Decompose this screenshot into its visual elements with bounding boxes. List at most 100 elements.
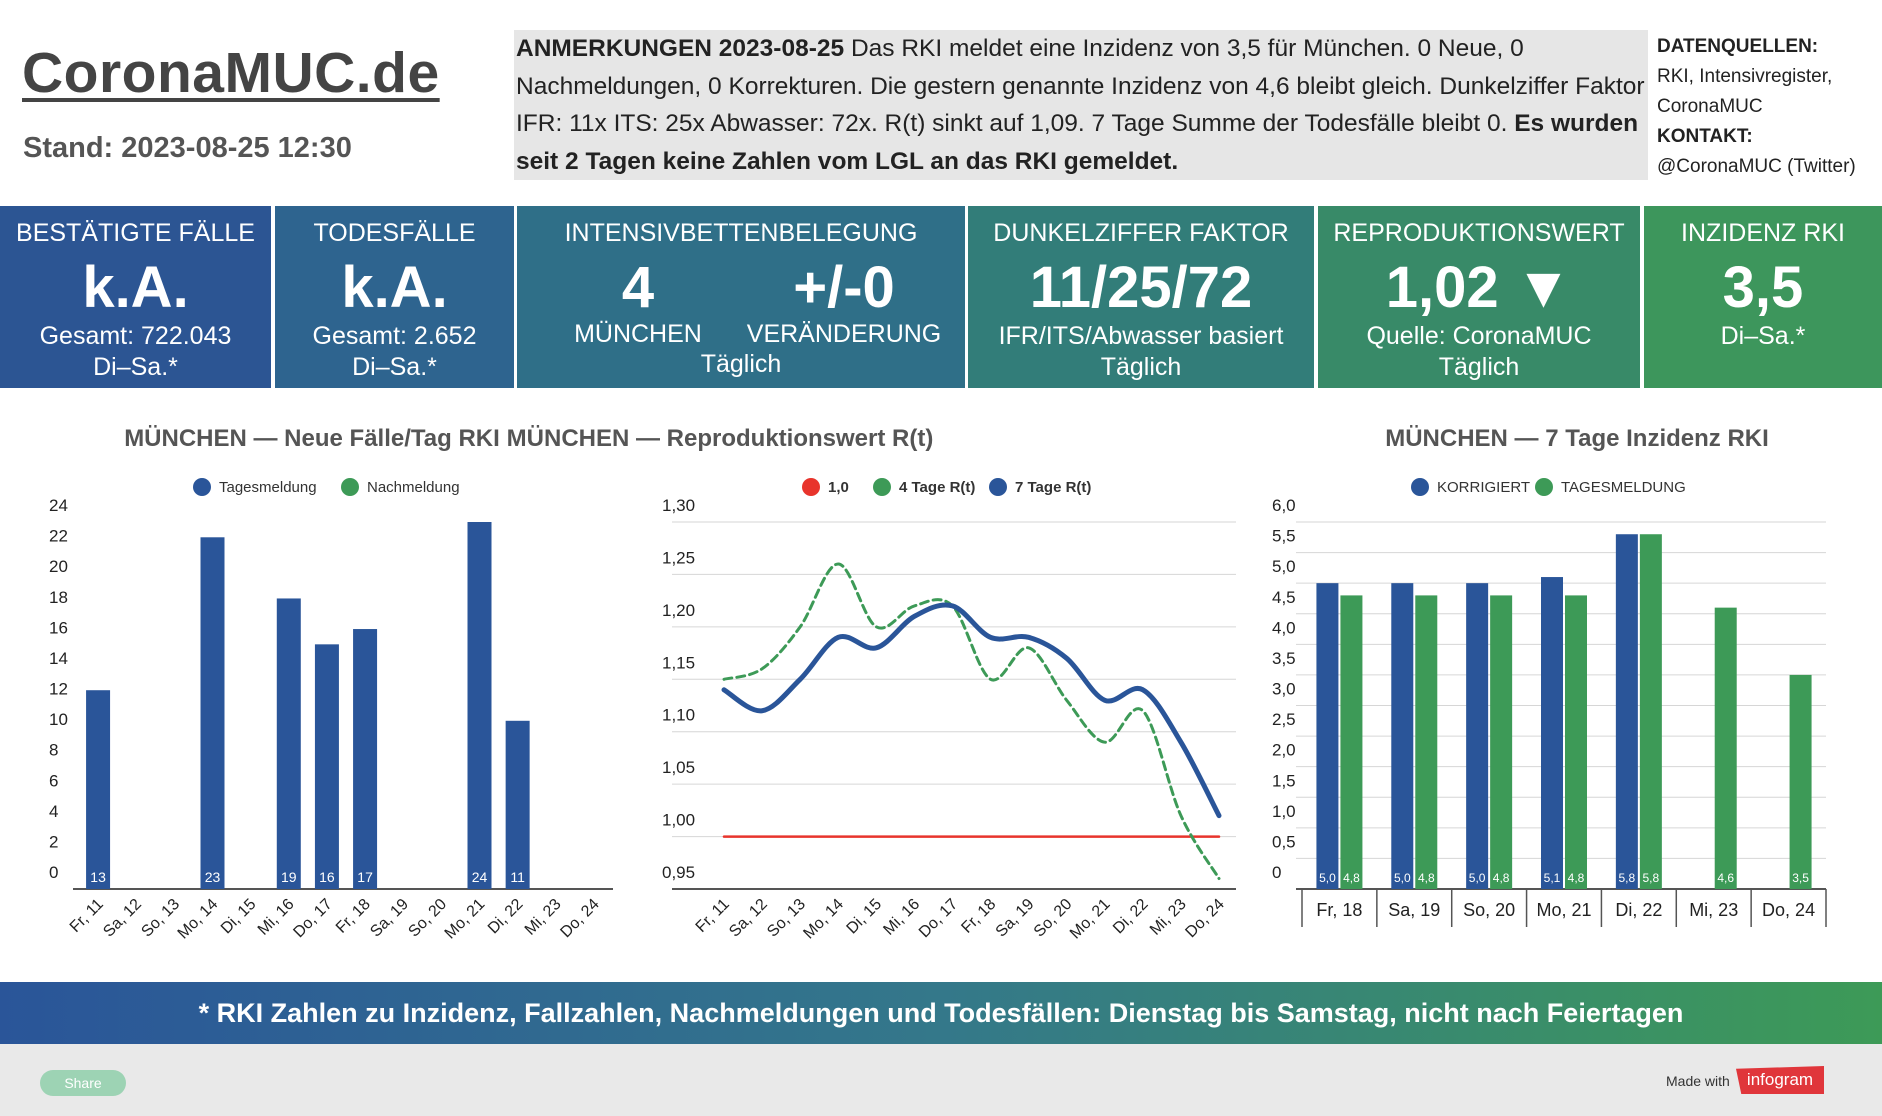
notes: ANMERKUNGEN 2023-08-25 Das RKI meldet ei… (514, 30, 1648, 180)
legend-label: KORRIGIERT (1437, 479, 1530, 496)
y-tick-label: 6 (49, 771, 58, 790)
kpi-line: Täglich (1100, 353, 1182, 381)
bar-value-label: 23 (205, 869, 221, 885)
bar-value-label: 4,6 (1717, 871, 1734, 885)
x-tick-label: Sa, 19 (367, 896, 412, 941)
contact: @CoronaMUC (Twitter) (1657, 156, 1856, 177)
bar-value-label: 17 (357, 869, 373, 885)
y-tick-label: 0 (49, 863, 58, 882)
bar-value-label: 5,0 (1319, 871, 1336, 885)
x-tick-label: So, 20 (1463, 900, 1515, 920)
y-tick-label: 1,00 (662, 811, 695, 830)
kpi-title: REPRODUKTIONSWERT (1333, 219, 1625, 247)
logo[interactable]: CoronaMUC.de (22, 41, 440, 105)
chart-title: MÜNCHEN — Neue Fälle/Tag RKI (124, 425, 500, 452)
x-tick-label: Sa, 19 (993, 896, 1038, 941)
chart-title: MÜNCHEN — Reproduktionswert R(t) (507, 425, 934, 452)
y-tick-label: 2,5 (1272, 710, 1296, 729)
legend-marker (989, 478, 1007, 496)
bar (1714, 607, 1737, 889)
y-tick-label: 1,5 (1272, 771, 1296, 790)
kpi-title: BESTÄTIGTE FÄLLE (16, 219, 255, 247)
kpi-line: Di–Sa.* (93, 353, 178, 381)
legend-marker (341, 478, 359, 496)
bar (1391, 583, 1414, 889)
kpi-line: Di–Sa.* (352, 353, 437, 381)
line-series (721, 602, 1222, 819)
y-tick-label: 5,0 (1272, 557, 1296, 576)
y-tick-label: 12 (49, 680, 68, 699)
x-tick-label: So, 13 (764, 896, 809, 941)
kpi-tile: DUNKELZIFFER FAKTOR 11/25/72 IFR/ITS/Abwas… (968, 206, 1314, 388)
x-tick-label: Do, 17 (916, 896, 961, 941)
x-tick-label: Do, 17 (290, 896, 335, 941)
x-tick-label: So, 20 (1031, 896, 1076, 941)
bar-value-label: 5,0 (1469, 871, 1486, 885)
sources-heading: DATENQUELLEN: (1657, 36, 1819, 57)
bar-value-label: 19 (281, 869, 297, 885)
legend-marker (1535, 478, 1553, 496)
x-tick-label: Di, 22 (485, 896, 527, 938)
bar (1415, 595, 1438, 889)
x-tick-label: Do, 24 (1182, 896, 1227, 941)
y-tick-label: 6,0 (1272, 496, 1296, 515)
bar (1565, 595, 1587, 889)
bar (467, 522, 492, 889)
y-tick-label: 2 (49, 832, 58, 851)
bar-value-label: 5,0 (1394, 871, 1411, 885)
x-tick-label: Di, 22 (1110, 896, 1152, 938)
kpi-line: Gesamt: 2.652 (312, 322, 477, 350)
y-tick-label: 0,5 (1272, 832, 1296, 851)
y-tick-label: 1,10 (662, 706, 695, 725)
bar (1340, 595, 1363, 889)
bar-value-label: 3,5 (1792, 871, 1809, 885)
kpi-band: BESTÄTIGTE FÄLLE k.A. Gesamt: 722.043 Di–Sa… (0, 206, 1882, 388)
x-tick-label: Mo, 21 (1536, 900, 1591, 920)
y-tick-label: 1,20 (662, 601, 695, 620)
x-tick-label: Do, 24 (1762, 900, 1815, 920)
charts: MÜNCHEN — Neue Fälle/Tag RKI Tagesmeldung… (49, 425, 1827, 943)
x-tick-label: Mo, 21 (442, 896, 489, 943)
y-tick-label: 16 (49, 618, 68, 637)
y-tick-label: 1,0 (1272, 802, 1296, 821)
kpi-value: k.A. (341, 255, 448, 320)
x-tick-label: Di, 15 (844, 896, 886, 938)
legend-label: Nachmeldung (367, 479, 460, 496)
y-tick-label: 0 (1272, 863, 1281, 882)
kpi-value: 3,5 (1722, 255, 1804, 320)
kpi-title: DUNKELZIFFER FAKTOR (993, 219, 1289, 247)
x-tick-label: Fr, 18 (958, 896, 999, 937)
y-tick-label: 0,95 (662, 863, 695, 882)
x-tick-label: Di, 15 (218, 896, 260, 938)
notes-emphasis: Es wurden seit 2 Tagen keine Zahlen vom … (516, 110, 1639, 175)
bar (1466, 583, 1489, 889)
chart: MÜNCHEN — Reproduktionswert R(t) 1,0 4 Tag… (507, 425, 1236, 942)
kpi-caption: VERÄNDERUNG (746, 320, 942, 348)
infogram-logo[interactable]: infogram (1736, 1066, 1824, 1094)
x-tick-label: So, 13 (138, 896, 183, 941)
x-tick-label: Fr, 18 (333, 896, 374, 937)
kpi-line: Gesamt: 722.043 (39, 322, 232, 350)
share-button[interactable]: Share (40, 1070, 126, 1096)
y-tick-label: 18 (49, 588, 68, 607)
x-tick-label: Mo, 14 (175, 896, 222, 943)
legend-label: 1,0 (828, 479, 849, 496)
bar (200, 537, 225, 889)
kpi-value: 11/25/72 (1029, 255, 1253, 320)
y-tick-label: 2,0 (1272, 741, 1296, 760)
x-tick-label: Mo, 21 (1067, 896, 1114, 943)
chart-title: MÜNCHEN — 7 Tage Inzidenz RKI (1385, 425, 1769, 452)
kpi-line: Quelle: CoronaMUC (1366, 322, 1592, 350)
bar-value-label: 4,8 (1568, 871, 1585, 885)
kpi-tile: INZIDENZ RKI 3,5 Di–Sa.* (1644, 206, 1882, 388)
bar-value-label: 11 (510, 869, 525, 885)
kpi-value: 4 (621, 255, 655, 320)
bar-value-label: 16 (319, 869, 335, 885)
x-tick-label: Di, 22 (1615, 900, 1662, 920)
kpi-value: +/-0 (793, 255, 895, 320)
kpi-line: Täglich (1438, 353, 1520, 381)
y-tick-label: 5,5 (1272, 527, 1296, 546)
bar (1490, 595, 1513, 889)
kpi-line: Di–Sa.* (1720, 322, 1806, 350)
